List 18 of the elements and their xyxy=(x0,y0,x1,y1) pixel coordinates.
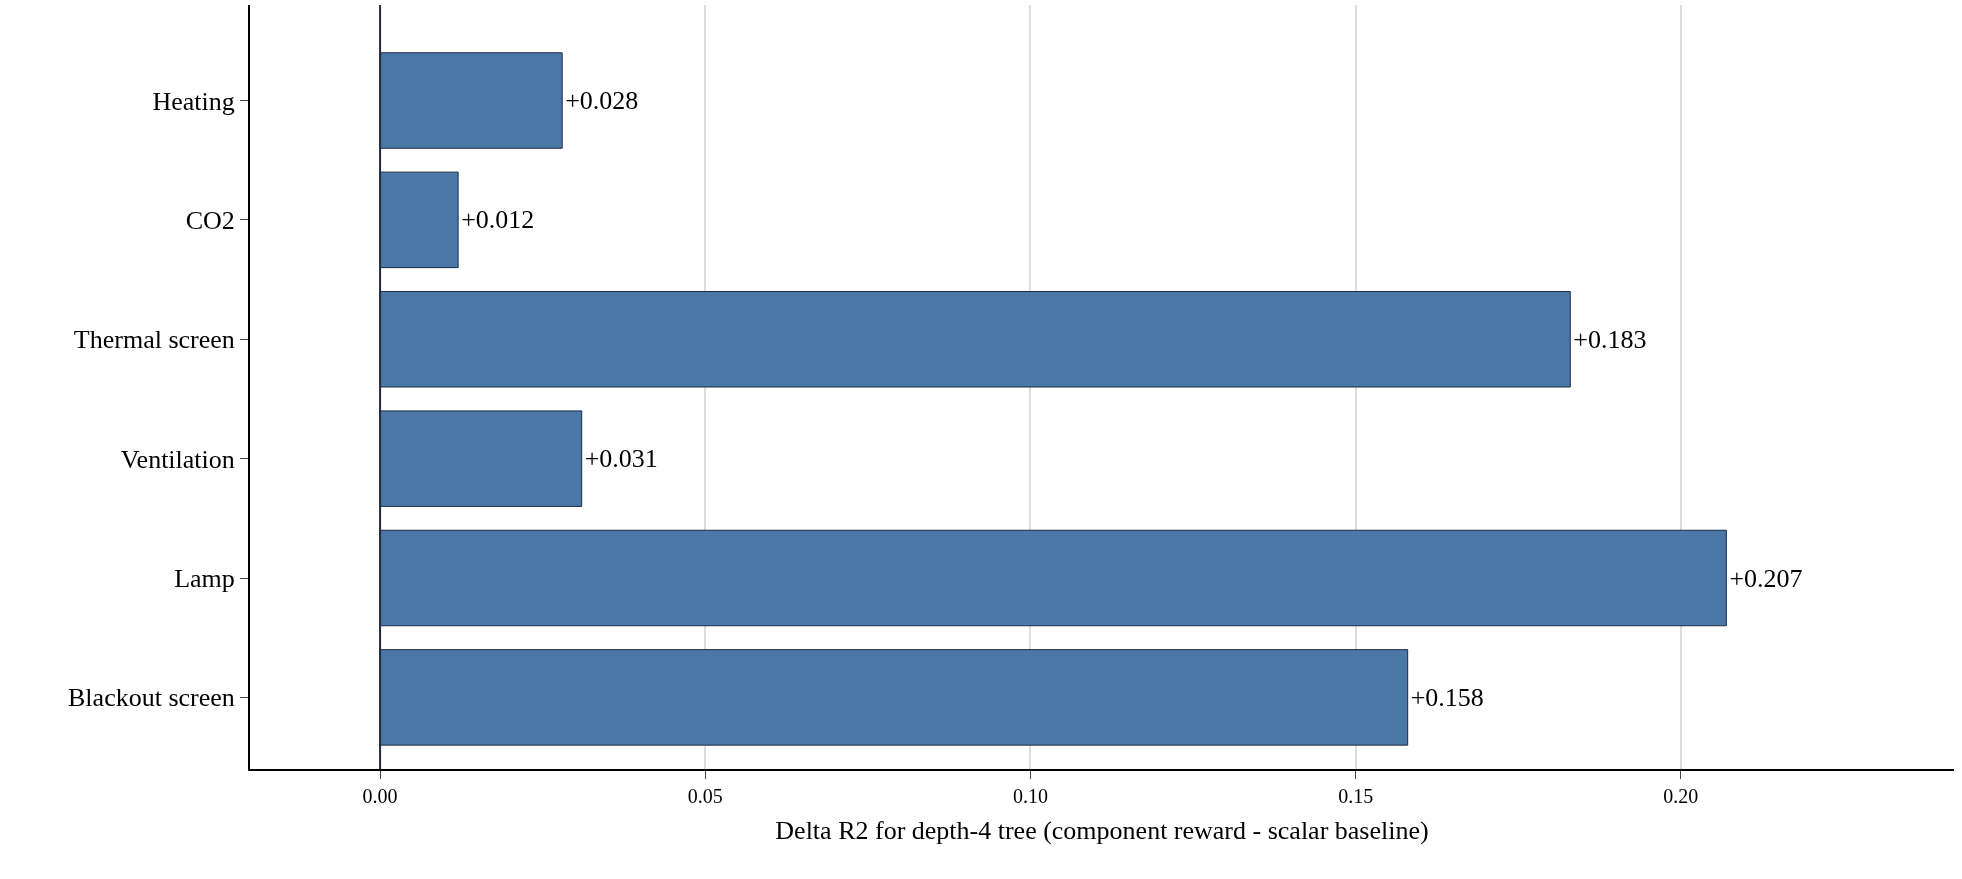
data-label: +0.031 xyxy=(584,444,658,474)
y-tick-label: Blackout screen xyxy=(68,683,235,713)
y-tick-label: Heating xyxy=(152,86,235,116)
data-label: +0.207 xyxy=(1729,563,1803,593)
y-tick-label: Lamp xyxy=(174,564,235,594)
x-tick-label: 0.10 xyxy=(1012,785,1048,807)
data-label: +0.183 xyxy=(1573,324,1647,354)
y-tick-label: CO2 xyxy=(185,205,235,235)
x-tick-label: 0.05 xyxy=(687,785,723,807)
data-label: +0.012 xyxy=(461,205,535,235)
x-tick-label: 0.15 xyxy=(1338,785,1374,807)
x-tick-label: 0.00 xyxy=(362,785,398,807)
x-tick-label: 0.20 xyxy=(1663,785,1699,807)
data-label: +0.158 xyxy=(1410,682,1484,712)
y-tick-label: Thermal screen xyxy=(73,325,235,355)
x-axis-title: Delta R2 for depth-4 tree (component reward - scalar baseline) xyxy=(775,816,1429,846)
y-tick-label: Ventilation xyxy=(120,444,235,474)
data-label: +0.028 xyxy=(565,86,639,115)
